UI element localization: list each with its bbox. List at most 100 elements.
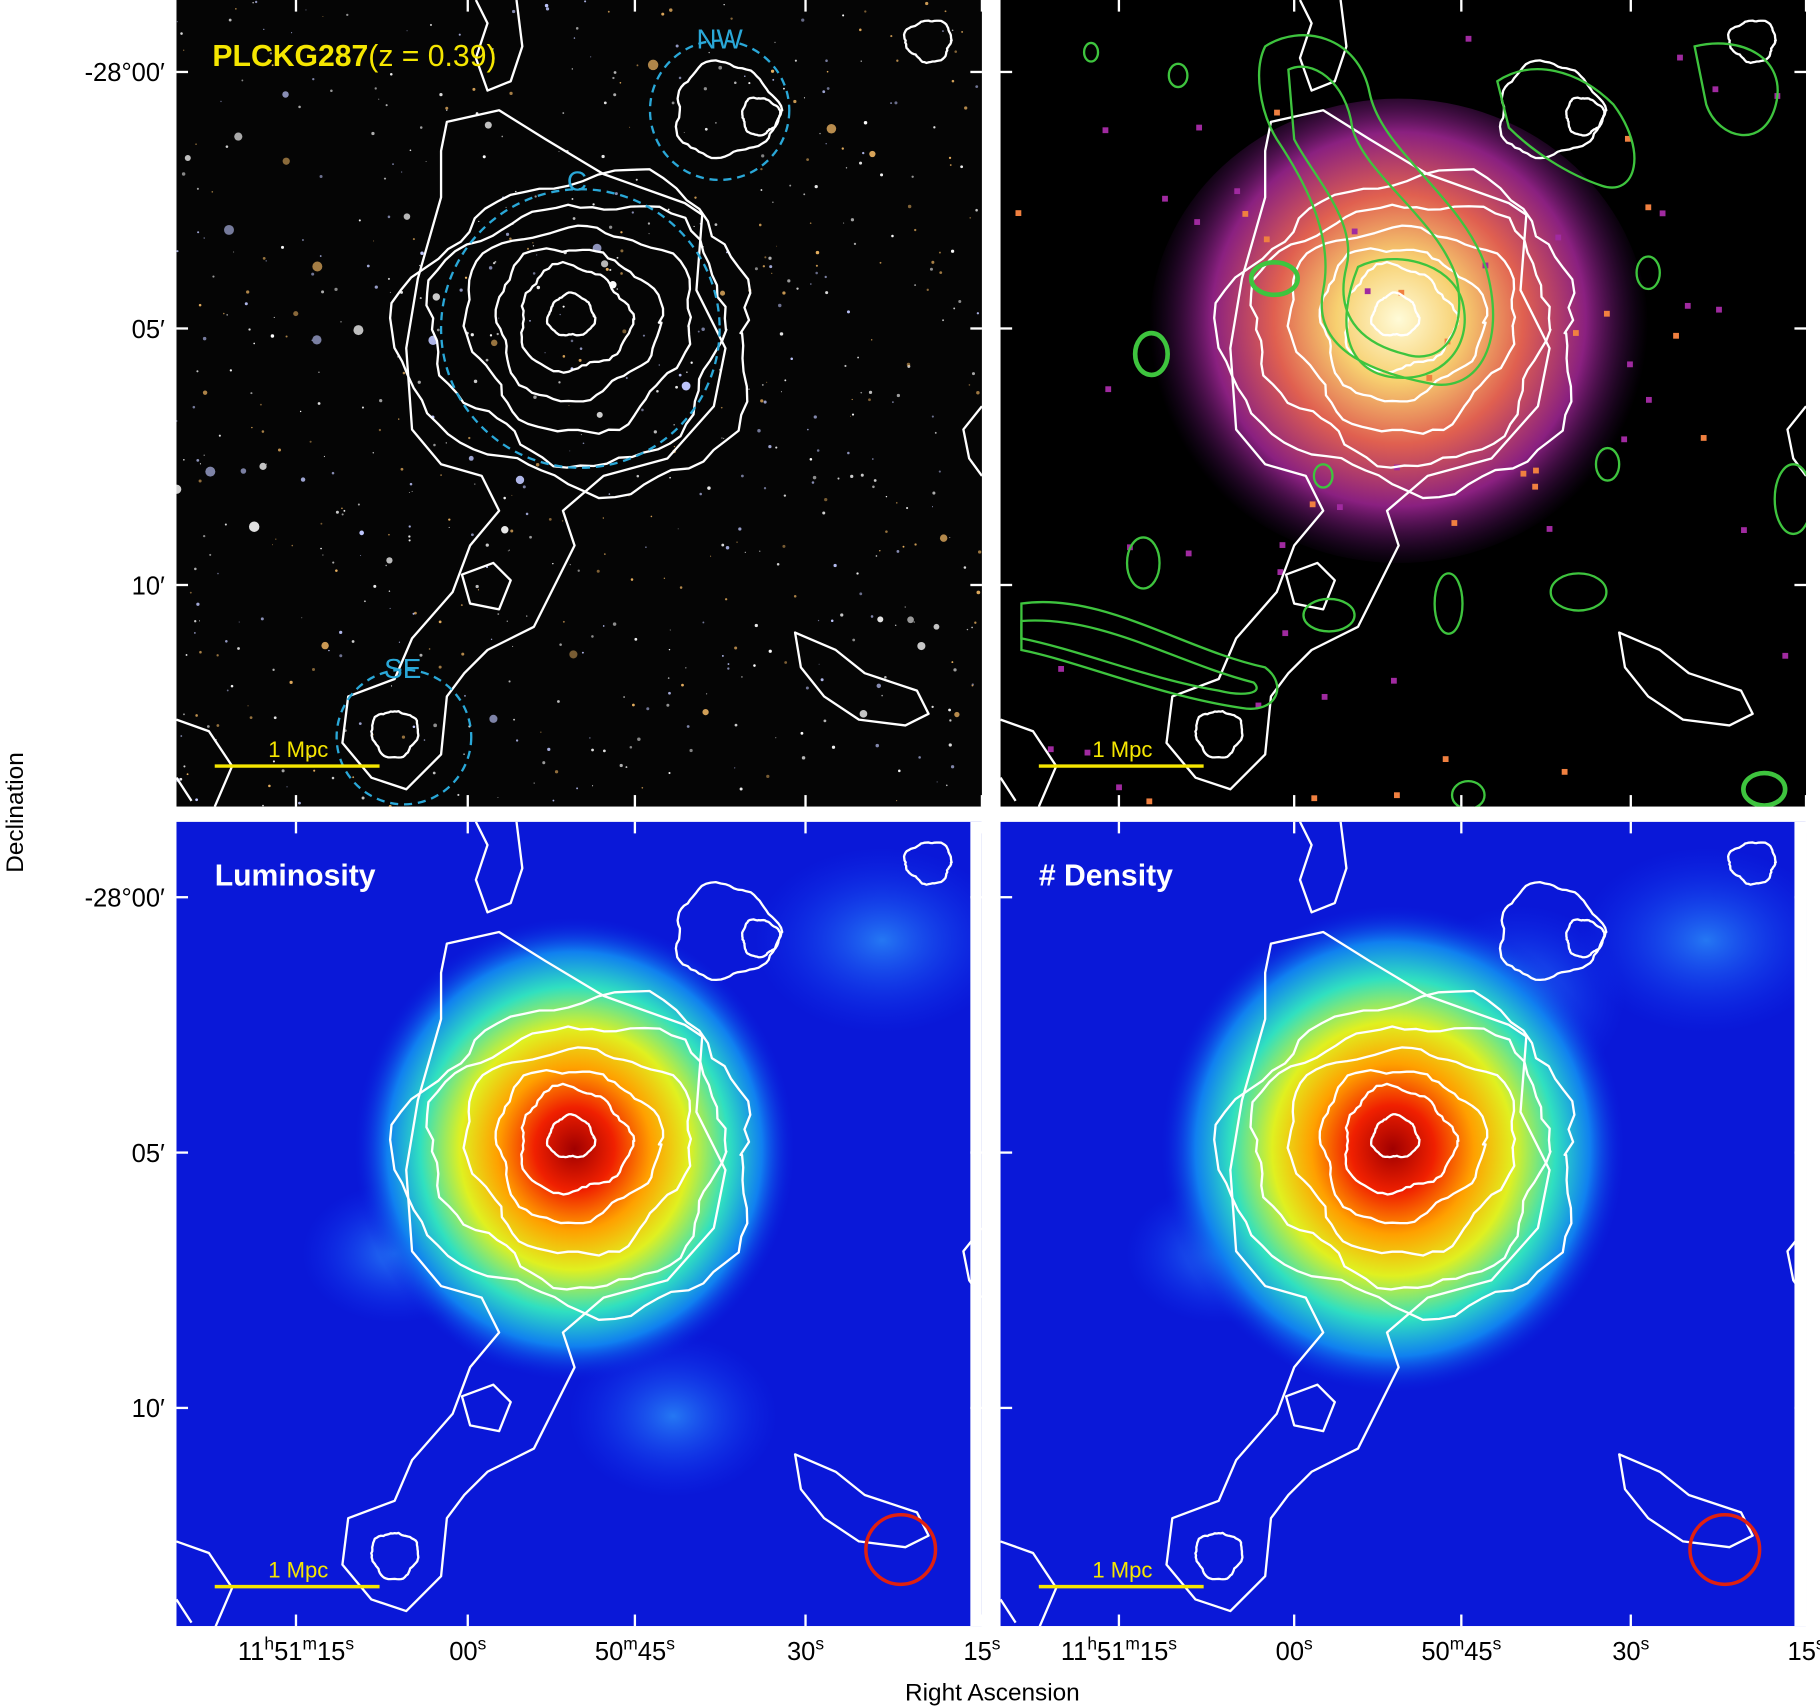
star	[669, 629, 671, 631]
star	[872, 485, 875, 489]
star	[412, 725, 416, 728]
star	[271, 64, 274, 67]
radio-contour	[1167, 62, 1189, 89]
star	[331, 471, 335, 475]
star	[679, 586, 683, 589]
x-tick-part: s	[1168, 1633, 1177, 1653]
star	[562, 305, 565, 308]
star	[457, 793, 460, 797]
x-tick-part: s	[1304, 1633, 1313, 1653]
star	[291, 544, 294, 547]
star	[757, 428, 761, 433]
star	[641, 408, 644, 412]
star	[281, 245, 285, 249]
star	[216, 724, 220, 727]
beam-circle	[1688, 1512, 1762, 1587]
x-tick-label: 50m45s	[595, 1633, 675, 1665]
stars	[176, 0, 982, 807]
star	[825, 291, 829, 295]
star	[186, 773, 189, 776]
point-source	[1684, 302, 1691, 309]
star	[262, 804, 264, 807]
x-tick-part: 50	[595, 1638, 623, 1666]
star	[492, 48, 494, 50]
star	[281, 769, 285, 773]
star	[645, 546, 647, 548]
star	[932, 506, 933, 508]
star	[803, 97, 806, 99]
star	[558, 151, 560, 153]
star	[272, 760, 275, 763]
star	[559, 313, 561, 316]
star	[529, 535, 532, 539]
star	[576, 787, 579, 790]
star	[708, 51, 710, 54]
star	[642, 334, 646, 337]
star	[872, 458, 874, 460]
star	[485, 358, 489, 362]
star	[860, 391, 863, 394]
star	[668, 648, 671, 651]
star	[390, 685, 393, 687]
star	[770, 69, 775, 73]
point-source	[1185, 550, 1192, 557]
star	[784, 661, 788, 664]
point-source	[1146, 798, 1153, 805]
star	[803, 193, 806, 196]
star	[826, 123, 837, 134]
star	[432, 771, 436, 775]
y-tick-label: 10′	[132, 1395, 165, 1423]
star	[490, 339, 498, 347]
star	[913, 621, 915, 623]
star	[860, 60, 862, 62]
star	[554, 770, 559, 774]
star	[183, 49, 185, 51]
star	[810, 283, 812, 285]
star	[358, 219, 361, 222]
star	[768, 445, 772, 449]
star	[601, 260, 609, 268]
region-nw	[648, 39, 791, 182]
star	[896, 550, 900, 553]
star	[261, 430, 265, 433]
star	[361, 796, 365, 800]
panel-title: Luminosity	[215, 860, 376, 893]
star	[851, 413, 855, 416]
star	[378, 98, 380, 100]
star	[875, 555, 878, 557]
star	[701, 327, 705, 332]
star	[931, 260, 935, 264]
star	[366, 264, 370, 268]
star	[616, 288, 618, 290]
star	[470, 333, 474, 337]
star	[590, 56, 592, 58]
star	[532, 245, 535, 247]
scale-label: 1 Mpc	[268, 1557, 328, 1582]
star	[744, 75, 746, 77]
star	[293, 311, 299, 317]
star	[562, 112, 565, 114]
star	[759, 550, 761, 552]
star	[402, 371, 406, 375]
radio-contour	[1020, 619, 1258, 695]
star	[754, 623, 758, 628]
point-source	[1196, 124, 1203, 131]
star	[811, 481, 815, 484]
star	[694, 196, 697, 199]
star	[740, 474, 744, 478]
star	[183, 458, 185, 461]
star	[536, 285, 541, 290]
radio-contour	[1635, 255, 1661, 291]
star	[859, 592, 863, 596]
star	[906, 362, 911, 367]
star	[176, 420, 178, 422]
star	[552, 799, 555, 802]
star	[929, 267, 933, 271]
star	[847, 451, 850, 455]
x-axis-label: Right Ascension	[905, 1679, 1080, 1706]
star	[438, 620, 442, 624]
star	[312, 261, 323, 272]
point-source	[1047, 746, 1054, 753]
star	[961, 30, 964, 33]
